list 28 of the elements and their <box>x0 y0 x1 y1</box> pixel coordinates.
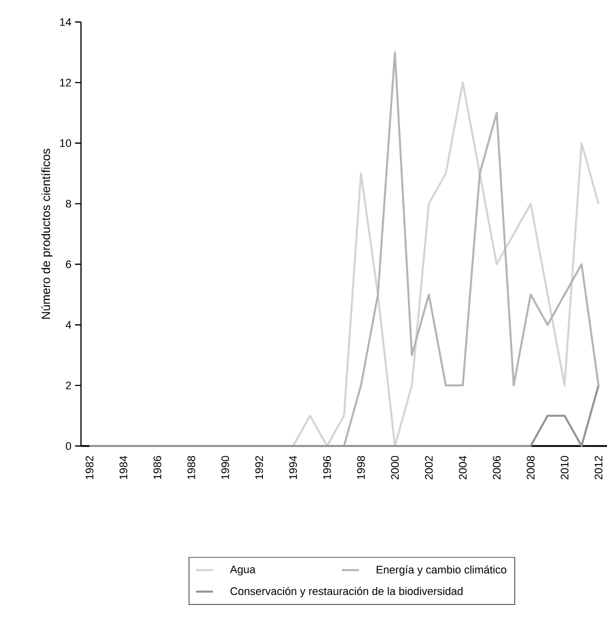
y-tick-label: 0 <box>66 442 72 450</box>
y-tick-label: 4 <box>66 321 72 329</box>
legend-label: Energía y cambio climático <box>376 565 506 576</box>
y-tick-label: 10 <box>60 139 72 148</box>
x-tick-label: 2010 <box>560 456 568 480</box>
x-tick-label: 1984 <box>120 456 128 480</box>
x-tick-label: 2006 <box>492 456 501 480</box>
x-tick-label: 1986 <box>153 456 162 480</box>
x-tick-label: 1994 <box>289 456 297 480</box>
y-tick-label: 14 <box>60 18 72 26</box>
x-tick-label: 2002 <box>424 456 433 480</box>
y-axis-title: Número de productos científicos <box>41 148 52 319</box>
y-tick-label: 2 <box>66 382 71 390</box>
y-tick-label: 6 <box>66 260 72 268</box>
x-tick-label: 1990 <box>221 456 230 480</box>
x-tick-label: 1988 <box>187 456 196 480</box>
x-tick-label: 2012 <box>594 456 602 480</box>
x-tick-label: 1992 <box>255 456 264 480</box>
x-tick-label: 1998 <box>357 456 365 480</box>
y-tick-label: 8 <box>66 200 72 208</box>
y-tick-label: 12 <box>60 78 71 86</box>
x-tick-label: 2000 <box>391 456 399 480</box>
x-tick-label: 1982 <box>86 456 94 480</box>
x-tick-label: 2004 <box>458 456 467 480</box>
x-tick-label: 1996 <box>323 456 331 480</box>
legend-label: Conservación y restauración de la biodiversidad <box>230 586 463 598</box>
legend-label: Agua <box>230 566 256 576</box>
x-tick-label: 2008 <box>526 456 535 480</box>
